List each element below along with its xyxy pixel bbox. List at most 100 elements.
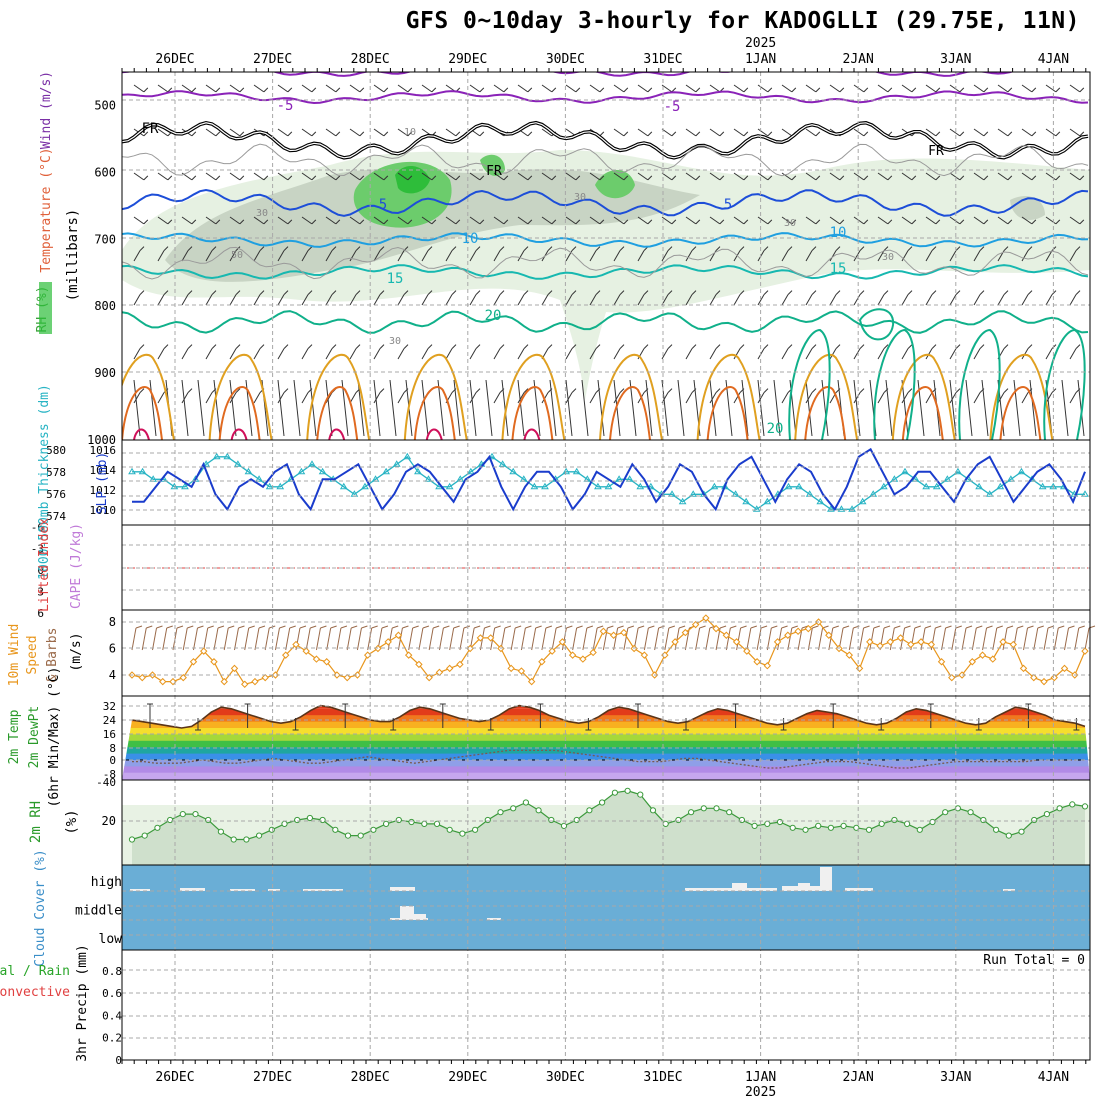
rh-70-area-b: [595, 170, 635, 199]
temp2m-axis-title: 2m Temp: [7, 709, 22, 764]
upper-wind-barb: [901, 392, 909, 404]
upper-wind-barb-flag: [787, 344, 793, 349]
upper-wind-barb: [733, 216, 745, 225]
upper-wind-barb-flag: [575, 175, 581, 181]
thickness-point: [689, 490, 698, 497]
upper-wind-barb: [709, 348, 717, 360]
thickness-point: [297, 467, 306, 475]
rh-contour-label: 30: [784, 218, 796, 229]
upper-wind-barb-flag: [835, 290, 841, 295]
temp-band-top: [122, 705, 1090, 709]
wind10m-speed-point: [138, 673, 146, 682]
wind10m-barb-flag: [1006, 625, 1014, 629]
upper-wind-barb-flag: [163, 344, 169, 349]
rh2m-point: [662, 820, 669, 828]
wind10m-barb-flag: [545, 625, 553, 629]
upper-wind-barb: [709, 216, 721, 225]
upper-wind-barb-flag: [407, 175, 413, 181]
upper-wind-barb: [949, 348, 957, 360]
wind10m-speed-point: [712, 624, 720, 633]
rh2m-point: [929, 818, 936, 826]
date-label-bottom: 26DEC: [155, 1070, 194, 1085]
upper-wind-barb-flag: [547, 290, 553, 295]
upper-wind-barb-flag: [623, 131, 629, 137]
wind10m-speed-point: [220, 677, 228, 686]
upper-wind-barb-flag: [139, 290, 145, 295]
wind10m-barb-flag: [586, 625, 594, 629]
wind10m-speed-point: [773, 638, 782, 646]
rh2m-point: [1005, 832, 1012, 839]
thickness-point: [932, 482, 941, 490]
upper-wind-barb: [805, 250, 813, 262]
rh2m-point: [344, 832, 352, 839]
upper-wind-barb-flag: [335, 219, 341, 225]
precip-convective-title: Convective: [0, 985, 70, 1000]
rh2m-point: [688, 809, 695, 816]
upper-wind-barb-flag: [955, 246, 961, 251]
upper-wind-barb-flag: [407, 219, 413, 225]
wind10m-barb-flag: [392, 625, 399, 629]
upper-wind-barb-flag: [1051, 290, 1057, 295]
upper-wind-barb: [349, 348, 357, 360]
upper-wind-barb: [805, 348, 813, 360]
upper-wind-barb: [901, 216, 913, 225]
upper-wind-barb-flag: [955, 388, 961, 393]
wind10m-speed-point: [732, 638, 741, 646]
upper-wind-barb-flag: [619, 246, 625, 251]
lowlevel-wind-barb: [341, 379, 349, 437]
upper-wind-barb-flag: [523, 290, 529, 295]
temp-band-8: [122, 747, 1090, 755]
wind10m-barb: [643, 627, 649, 651]
upper-wind-barb: [901, 348, 909, 360]
upper-wind-barb-flag: [1079, 219, 1085, 225]
rh2m-point: [205, 816, 212, 824]
isotherm-20: [122, 310, 1089, 334]
upper-wind-barb: [973, 392, 981, 404]
thickness-point: [752, 505, 761, 512]
thickness-tick-label: 574: [46, 510, 66, 523]
wind10m-speed-point: [261, 673, 269, 682]
upper-wind-barb-flag: [667, 246, 673, 251]
upper-wind-barb: [973, 172, 985, 181]
upper-wind-barb: [493, 392, 501, 404]
lowlevel-wind-barb: [885, 379, 893, 437]
wind10m-speed-point: [620, 628, 628, 637]
upper-wind-barb: [325, 250, 333, 262]
upper-wind-barb: [853, 128, 865, 137]
upper-wind-barb: [997, 172, 1009, 181]
wind10m-barb-flag: [771, 625, 778, 629]
upper-wind-barb-flag: [719, 131, 725, 137]
upper-wind-barb: [133, 84, 145, 93]
wind10m-barb-flag: [965, 625, 973, 629]
upper-wind-barb: [973, 128, 985, 137]
upper-wind-barb: [349, 84, 361, 93]
wind10m-barb-flag: [135, 625, 143, 629]
wind10m-speed-point: [507, 664, 515, 673]
upper-wind-barb: [205, 128, 217, 137]
upper-wind-barb-flag: [551, 175, 557, 181]
upper-wind-barb-flag: [167, 87, 173, 93]
lowlevel-wind-barb: [1029, 379, 1037, 437]
upper-wind-barb: [421, 348, 429, 360]
upper-wind-barb: [805, 128, 817, 137]
rh2m-point: [192, 811, 199, 818]
temperature-bands-group: [122, 705, 1090, 780]
upper-wind-barb: [661, 216, 673, 225]
upper-wind-barb: [1069, 392, 1077, 404]
upper-wind-barb: [373, 84, 385, 93]
upper-wind-barb: [469, 250, 477, 262]
upper-wind-barb: [253, 250, 261, 262]
upper-wind-barb-flag: [527, 131, 533, 137]
upper-wind-barb: [397, 216, 409, 225]
wind10m-barb: [356, 627, 362, 651]
upper-wind-barb: [133, 294, 141, 306]
upper-wind-barb: [829, 348, 837, 360]
upper-wind-barb-flag: [403, 344, 409, 349]
wind10m-barb-flag: [760, 625, 768, 629]
rh-contour-label: 30: [882, 252, 894, 263]
upper-wind-barb-flag: [1031, 87, 1037, 93]
wind10m-speed-point: [445, 664, 454, 673]
rh-contour-label: 30: [574, 192, 586, 203]
wind10m-speed-point: [333, 671, 341, 679]
rh2m-point: [637, 791, 644, 798]
